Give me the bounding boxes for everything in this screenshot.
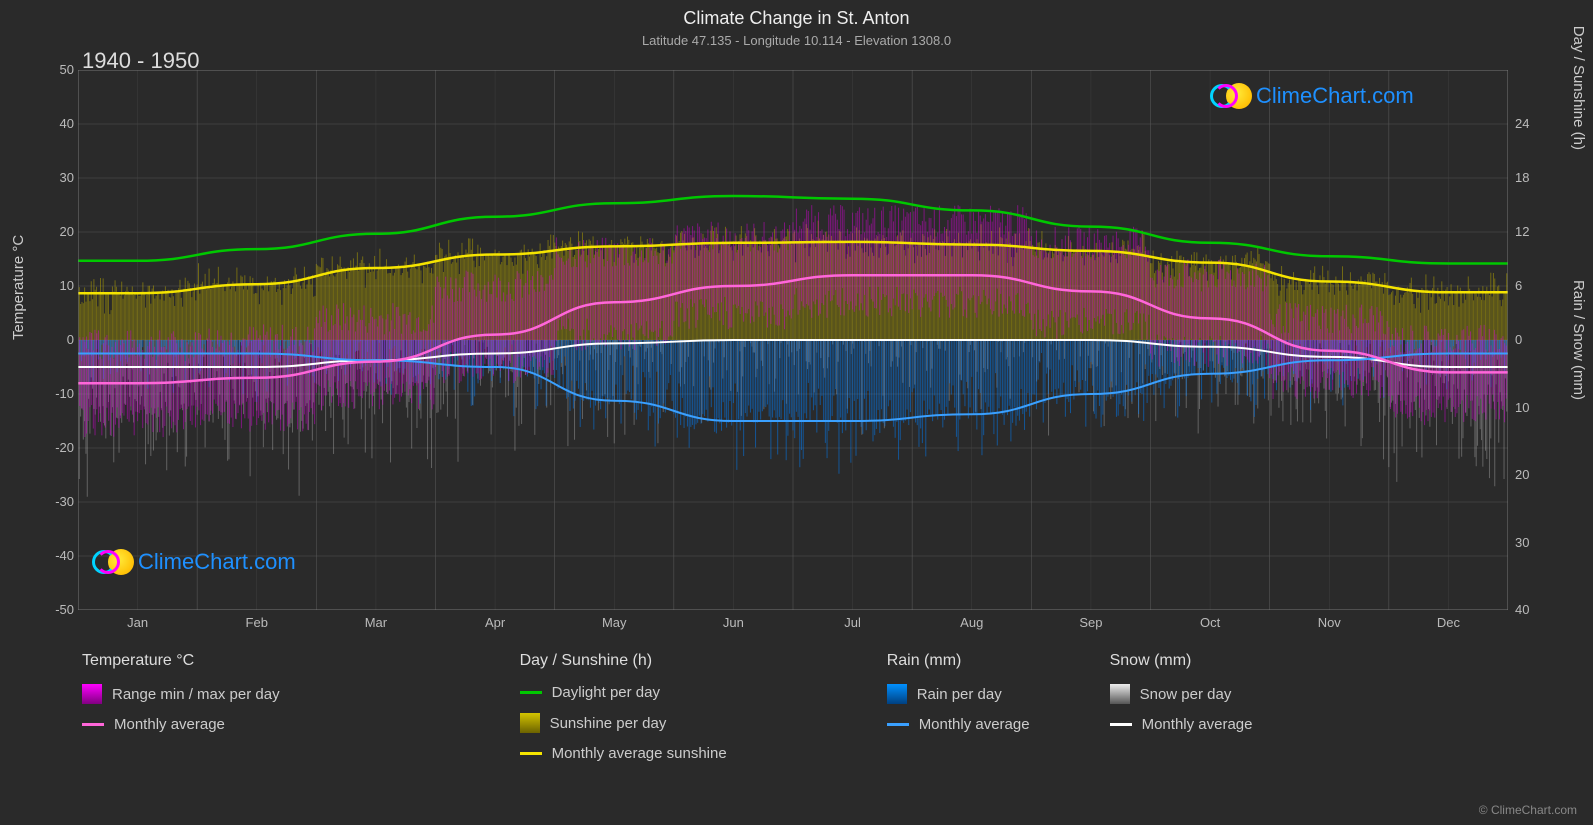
x-tick: Nov bbox=[1309, 615, 1349, 630]
chart-title: Climate Change in St. Anton bbox=[0, 0, 1593, 29]
legend-item: Monthly average sunshine bbox=[520, 745, 727, 762]
legend-label: Monthly average bbox=[1142, 716, 1253, 733]
legend-swatch bbox=[1110, 723, 1132, 726]
legend-item: Monthly average bbox=[82, 716, 280, 733]
legend-title: Rain (mm) bbox=[887, 652, 1030, 670]
x-tick: Dec bbox=[1428, 615, 1468, 630]
x-tick: Mar bbox=[356, 615, 396, 630]
legend-swatch bbox=[520, 691, 542, 694]
legend: Temperature °C Range min / max per day Mon… bbox=[82, 652, 1532, 762]
legend-label: Sunshine per day bbox=[550, 715, 667, 732]
legend-swatch bbox=[520, 752, 542, 755]
chart-subtitle: Latitude 47.135 - Longitude 10.114 - Ele… bbox=[0, 29, 1593, 48]
legend-label: Snow per day bbox=[1140, 686, 1232, 703]
y-tick-right: 12 bbox=[1515, 224, 1529, 239]
y-tick-right: 0 bbox=[1515, 332, 1522, 347]
x-tick: Jun bbox=[713, 615, 753, 630]
x-tick: Jul bbox=[833, 615, 873, 630]
watermark-text: ClimeChart.com bbox=[1256, 83, 1414, 109]
y-tick-left: 50 bbox=[48, 62, 74, 77]
x-tick: Apr bbox=[475, 615, 515, 630]
watermark-bottom: ClimeChart.com bbox=[92, 548, 296, 576]
copyright-label: © ClimeChart.com bbox=[1479, 803, 1577, 817]
y-tick-left: 0 bbox=[48, 332, 74, 347]
x-tick: Feb bbox=[237, 615, 277, 630]
watermark-logo-icon bbox=[92, 548, 132, 576]
legend-item: Rain per day bbox=[887, 684, 1030, 704]
y-tick-right: 18 bbox=[1515, 170, 1529, 185]
legend-label: Range min / max per day bbox=[112, 686, 280, 703]
y-tick-left: -10 bbox=[48, 386, 74, 401]
watermark-text: ClimeChart.com bbox=[138, 549, 296, 575]
legend-item: Monthly average bbox=[1110, 716, 1253, 733]
y-axis-right-top-label: Day / Sunshine (h) bbox=[1570, 26, 1587, 150]
y-tick-left: 30 bbox=[48, 170, 74, 185]
x-tick: Oct bbox=[1190, 615, 1230, 630]
x-tick: Jan bbox=[118, 615, 158, 630]
chart-svg bbox=[78, 70, 1508, 610]
x-tick: Sep bbox=[1071, 615, 1111, 630]
legend-item: Snow per day bbox=[1110, 684, 1253, 704]
y-tick-left: 10 bbox=[48, 278, 74, 293]
legend-title: Snow (mm) bbox=[1110, 652, 1253, 670]
y-tick-left: -40 bbox=[48, 548, 74, 563]
y-tick-left: -30 bbox=[48, 494, 74, 509]
chart-plot-area bbox=[78, 70, 1508, 610]
legend-swatch bbox=[887, 684, 907, 704]
legend-title: Temperature °C bbox=[82, 652, 280, 670]
legend-item: Sunshine per day bbox=[520, 713, 727, 733]
y-tick-left: 40 bbox=[48, 116, 74, 131]
legend-label: Monthly average bbox=[919, 716, 1030, 733]
legend-label: Rain per day bbox=[917, 686, 1002, 703]
legend-swatch bbox=[887, 723, 909, 726]
watermark-logo-icon bbox=[1210, 82, 1250, 110]
legend-label: Monthly average sunshine bbox=[552, 745, 727, 762]
legend-column: Snow (mm) Snow per day Monthly average bbox=[1110, 652, 1253, 762]
legend-title: Day / Sunshine (h) bbox=[520, 652, 727, 670]
legend-item: Monthly average bbox=[887, 716, 1030, 733]
legend-column: Temperature °C Range min / max per day Mon… bbox=[82, 652, 280, 762]
x-tick: Aug bbox=[952, 615, 992, 630]
watermark-top: ClimeChart.com bbox=[1210, 82, 1414, 110]
y-tick-right: 30 bbox=[1515, 535, 1529, 550]
y-tick-right: 6 bbox=[1515, 278, 1522, 293]
legend-swatch bbox=[82, 684, 102, 704]
y-tick-right: 20 bbox=[1515, 467, 1529, 482]
legend-column: Rain (mm) Rain per day Monthly average bbox=[887, 652, 1030, 762]
y-tick-right: 10 bbox=[1515, 400, 1529, 415]
legend-swatch bbox=[520, 713, 540, 733]
y-axis-left-label: Temperature °C bbox=[10, 235, 27, 340]
y-tick-right: 24 bbox=[1515, 116, 1529, 131]
x-tick: May bbox=[594, 615, 634, 630]
legend-column: Day / Sunshine (h) Daylight per day Sunshi… bbox=[520, 652, 727, 762]
legend-item: Range min / max per day bbox=[82, 684, 280, 704]
y-tick-left: -20 bbox=[48, 440, 74, 455]
legend-label: Daylight per day bbox=[552, 684, 660, 701]
y-tick-left: 20 bbox=[48, 224, 74, 239]
legend-swatch bbox=[1110, 684, 1130, 704]
y-axis-right-bottom-label: Rain / Snow (mm) bbox=[1570, 280, 1587, 400]
legend-label: Monthly average bbox=[114, 716, 225, 733]
y-tick-left: -50 bbox=[48, 602, 74, 617]
y-tick-right: 40 bbox=[1515, 602, 1529, 617]
legend-swatch bbox=[82, 723, 104, 726]
legend-item: Daylight per day bbox=[520, 684, 727, 701]
